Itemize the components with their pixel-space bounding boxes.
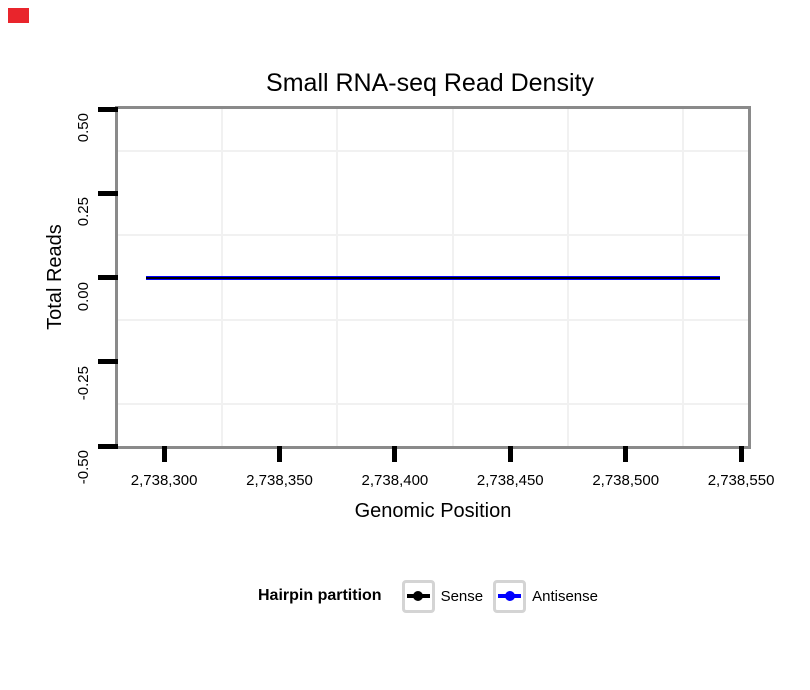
legend-title: Hairpin partition: [258, 587, 382, 604]
x-tick-label: 2,738,500: [592, 472, 660, 489]
plot-panel-border: [115, 106, 751, 449]
x-tick-label: 2,738,300: [130, 472, 198, 489]
x-tick-mark: [623, 446, 629, 462]
y-tick-mark: [98, 359, 118, 365]
y-tick-mark: [98, 275, 118, 280]
y-tick-mark: [98, 106, 118, 112]
y-tick-label: 0.25: [75, 197, 92, 227]
antisense-key-icon: [493, 579, 527, 613]
y-tick-label: -0.25: [75, 365, 92, 400]
x-tick-mark: [161, 446, 167, 462]
x-tick-label: 2,738,450: [476, 472, 544, 489]
minor-gridline-horizontal: [118, 402, 748, 405]
antisense-point-glyph: [504, 591, 515, 601]
x-tick-mark: [277, 446, 283, 462]
x-tick-label: 2,738,350: [246, 472, 313, 489]
y-tick-mark: [98, 190, 118, 196]
sense-key-icon: [401, 579, 435, 613]
x-axis-title: Genomic Position: [354, 500, 512, 522]
legend: Hairpin partition Sense Antisense: [258, 578, 598, 614]
minor-gridline-horizontal: [118, 234, 748, 237]
y-axis-title: Total Reads: [44, 224, 66, 330]
red-indicator-box: [8, 8, 29, 23]
x-tick-mark: [392, 446, 398, 462]
x-tick-mark: [507, 446, 513, 462]
x-tick-label: 2,738,550: [707, 472, 775, 489]
minor-gridline-horizontal: [118, 318, 748, 321]
y-tick-mark: [98, 443, 118, 449]
legend-label-sense: Sense: [440, 587, 484, 605]
y-tick-label: -0.50: [75, 450, 92, 485]
x-tick-mark: [738, 446, 744, 462]
legend-label-antisense: Antisense: [532, 587, 598, 605]
sense-point-glyph: [413, 591, 424, 601]
chart-title: Small RNA-seq Read Density: [266, 69, 594, 97]
minor-gridline-horizontal: [118, 150, 748, 153]
y-tick-label: 0.50: [75, 113, 92, 143]
x-tick-label: 2,738,400: [361, 472, 429, 489]
y-tick-label: 0.00: [75, 281, 92, 311]
series-line-sense: [145, 276, 721, 279]
